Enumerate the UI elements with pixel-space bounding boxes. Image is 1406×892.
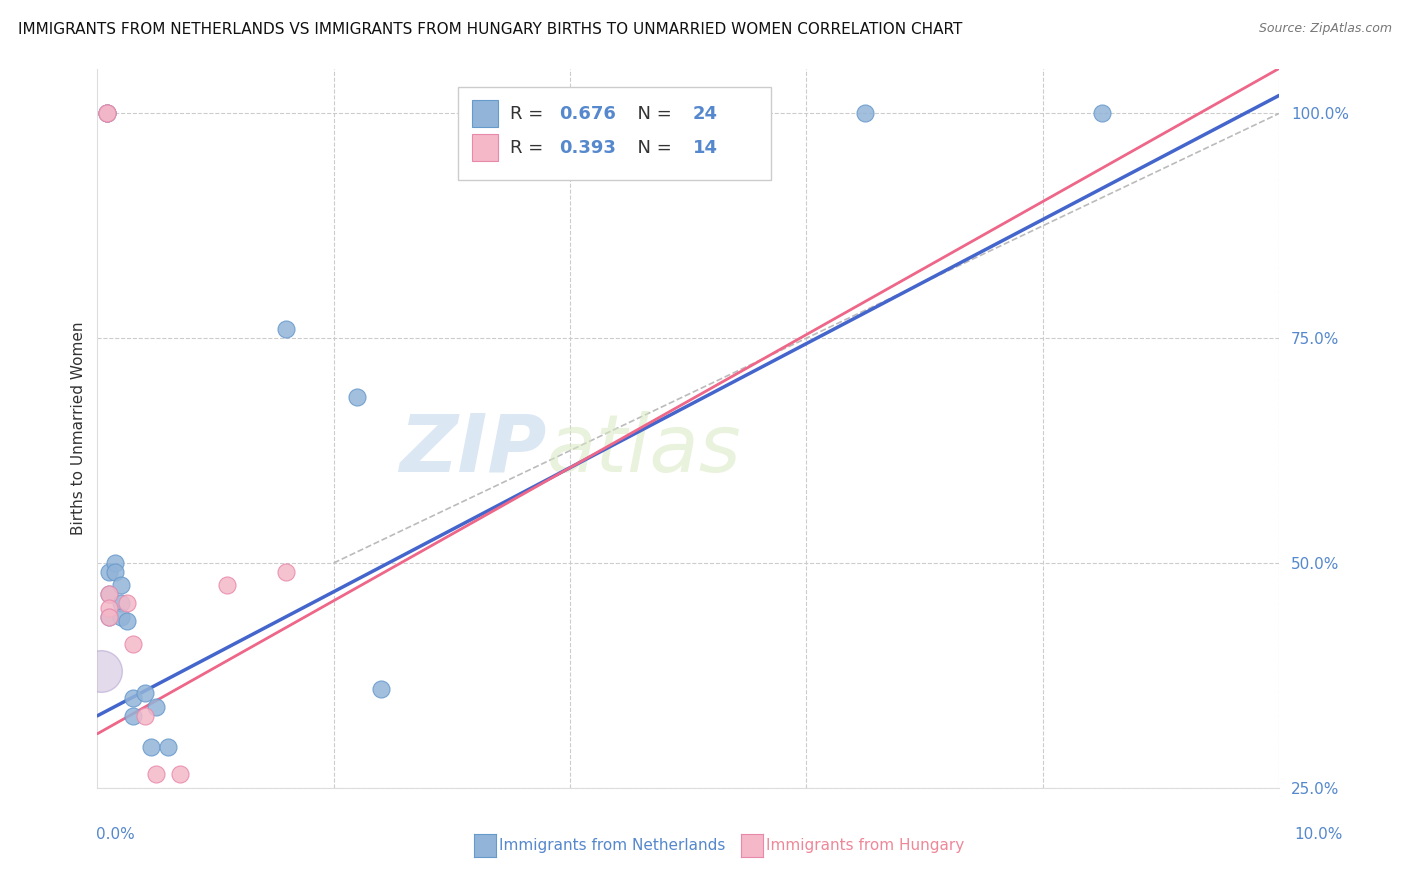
Point bbox=[121, 690, 143, 705]
Point bbox=[96, 106, 118, 120]
Point bbox=[110, 610, 132, 624]
Point bbox=[145, 767, 167, 781]
Point bbox=[139, 740, 162, 755]
Point bbox=[134, 686, 156, 700]
Point bbox=[163, 848, 186, 863]
Point bbox=[346, 848, 368, 863]
Point bbox=[276, 565, 298, 579]
Point bbox=[370, 681, 392, 696]
Point bbox=[96, 106, 118, 120]
Point bbox=[98, 587, 121, 601]
Point bbox=[346, 390, 368, 404]
Point bbox=[98, 601, 121, 615]
Text: N =: N = bbox=[626, 105, 678, 123]
Text: 0.393: 0.393 bbox=[560, 138, 616, 157]
Point bbox=[98, 610, 121, 624]
Text: atlas: atlas bbox=[547, 410, 741, 489]
Text: N =: N = bbox=[626, 138, 678, 157]
FancyBboxPatch shape bbox=[472, 134, 498, 161]
FancyBboxPatch shape bbox=[472, 100, 498, 128]
Point bbox=[157, 740, 180, 755]
Point bbox=[145, 699, 167, 714]
Point bbox=[217, 578, 239, 592]
Point bbox=[134, 708, 156, 723]
Point bbox=[104, 556, 127, 570]
Point bbox=[90, 664, 112, 678]
Point bbox=[98, 565, 121, 579]
FancyBboxPatch shape bbox=[458, 87, 770, 180]
Point bbox=[276, 322, 298, 336]
Point bbox=[121, 637, 143, 651]
Text: 10.0%: 10.0% bbox=[1295, 827, 1343, 841]
Text: ZIP: ZIP bbox=[399, 410, 547, 489]
Point bbox=[169, 767, 191, 781]
Point bbox=[96, 106, 118, 120]
Point bbox=[115, 596, 138, 610]
Y-axis label: Births to Unmarried Women: Births to Unmarried Women bbox=[72, 321, 86, 535]
Point bbox=[104, 565, 127, 579]
Point bbox=[96, 106, 118, 120]
Point bbox=[1091, 106, 1114, 120]
Text: 0.676: 0.676 bbox=[560, 105, 616, 123]
Text: 0.0%: 0.0% bbox=[96, 827, 135, 841]
Point bbox=[110, 578, 132, 592]
Text: R =: R = bbox=[510, 138, 548, 157]
Text: Source: ZipAtlas.com: Source: ZipAtlas.com bbox=[1258, 22, 1392, 36]
Point bbox=[110, 596, 132, 610]
Point bbox=[855, 106, 877, 120]
Text: Immigrants from Hungary: Immigrants from Hungary bbox=[766, 838, 965, 853]
Point bbox=[115, 615, 138, 629]
Point bbox=[121, 708, 143, 723]
Point bbox=[98, 610, 121, 624]
Text: 24: 24 bbox=[693, 105, 718, 123]
Point bbox=[169, 848, 191, 863]
Text: 14: 14 bbox=[693, 138, 718, 157]
Text: IMMIGRANTS FROM NETHERLANDS VS IMMIGRANTS FROM HUNGARY BIRTHS TO UNMARRIED WOMEN: IMMIGRANTS FROM NETHERLANDS VS IMMIGRANT… bbox=[18, 22, 963, 37]
Text: R =: R = bbox=[510, 105, 548, 123]
Point bbox=[98, 587, 121, 601]
Point bbox=[346, 857, 368, 871]
Text: Immigrants from Netherlands: Immigrants from Netherlands bbox=[499, 838, 725, 853]
